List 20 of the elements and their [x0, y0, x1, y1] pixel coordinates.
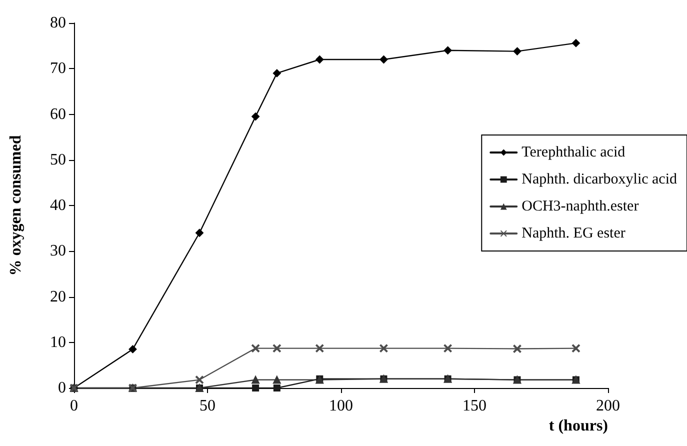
y-tick-label: 30 [50, 242, 66, 260]
y-axis-title: % oxygen consumed [8, 135, 24, 276]
legend-label: OCH3-naphth.ester [522, 198, 639, 214]
y-tick-label: 70 [50, 60, 66, 78]
legend-label: Naphth. dicarboxylic acid [522, 172, 678, 188]
y-tick-label: 40 [50, 197, 66, 214]
y-tick-label: 80 [50, 14, 66, 32]
y-tick-label: 0 [58, 380, 66, 396]
legend-label: Naphth. EG ester [522, 226, 626, 242]
x-tick-label: 0 [70, 398, 78, 414]
x-tick-label: 50 [200, 398, 216, 414]
y-tick-label: 60 [50, 106, 66, 123]
legend-label: Terephthalic acid [522, 144, 626, 160]
x-tick-label: 150 [462, 398, 486, 414]
x-axis-title: t (hours) [548, 418, 608, 434]
y-tick-label: 50 [50, 151, 66, 168]
x-tick-label: 100 [329, 398, 353, 414]
y-tick-label: 20 [50, 288, 66, 306]
y-tick-label: 10 [50, 334, 66, 351]
x-tick-label: 200 [596, 398, 620, 414]
